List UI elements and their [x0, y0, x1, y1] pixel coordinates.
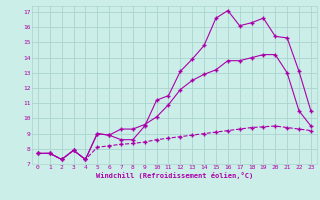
X-axis label: Windchill (Refroidissement éolien,°C): Windchill (Refroidissement éolien,°C)	[96, 172, 253, 179]
